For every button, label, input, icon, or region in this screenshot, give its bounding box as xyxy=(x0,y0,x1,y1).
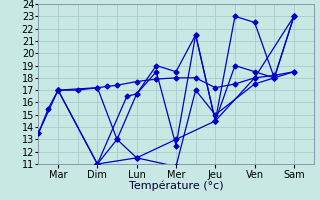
X-axis label: Température (°c): Température (°c) xyxy=(129,181,223,191)
